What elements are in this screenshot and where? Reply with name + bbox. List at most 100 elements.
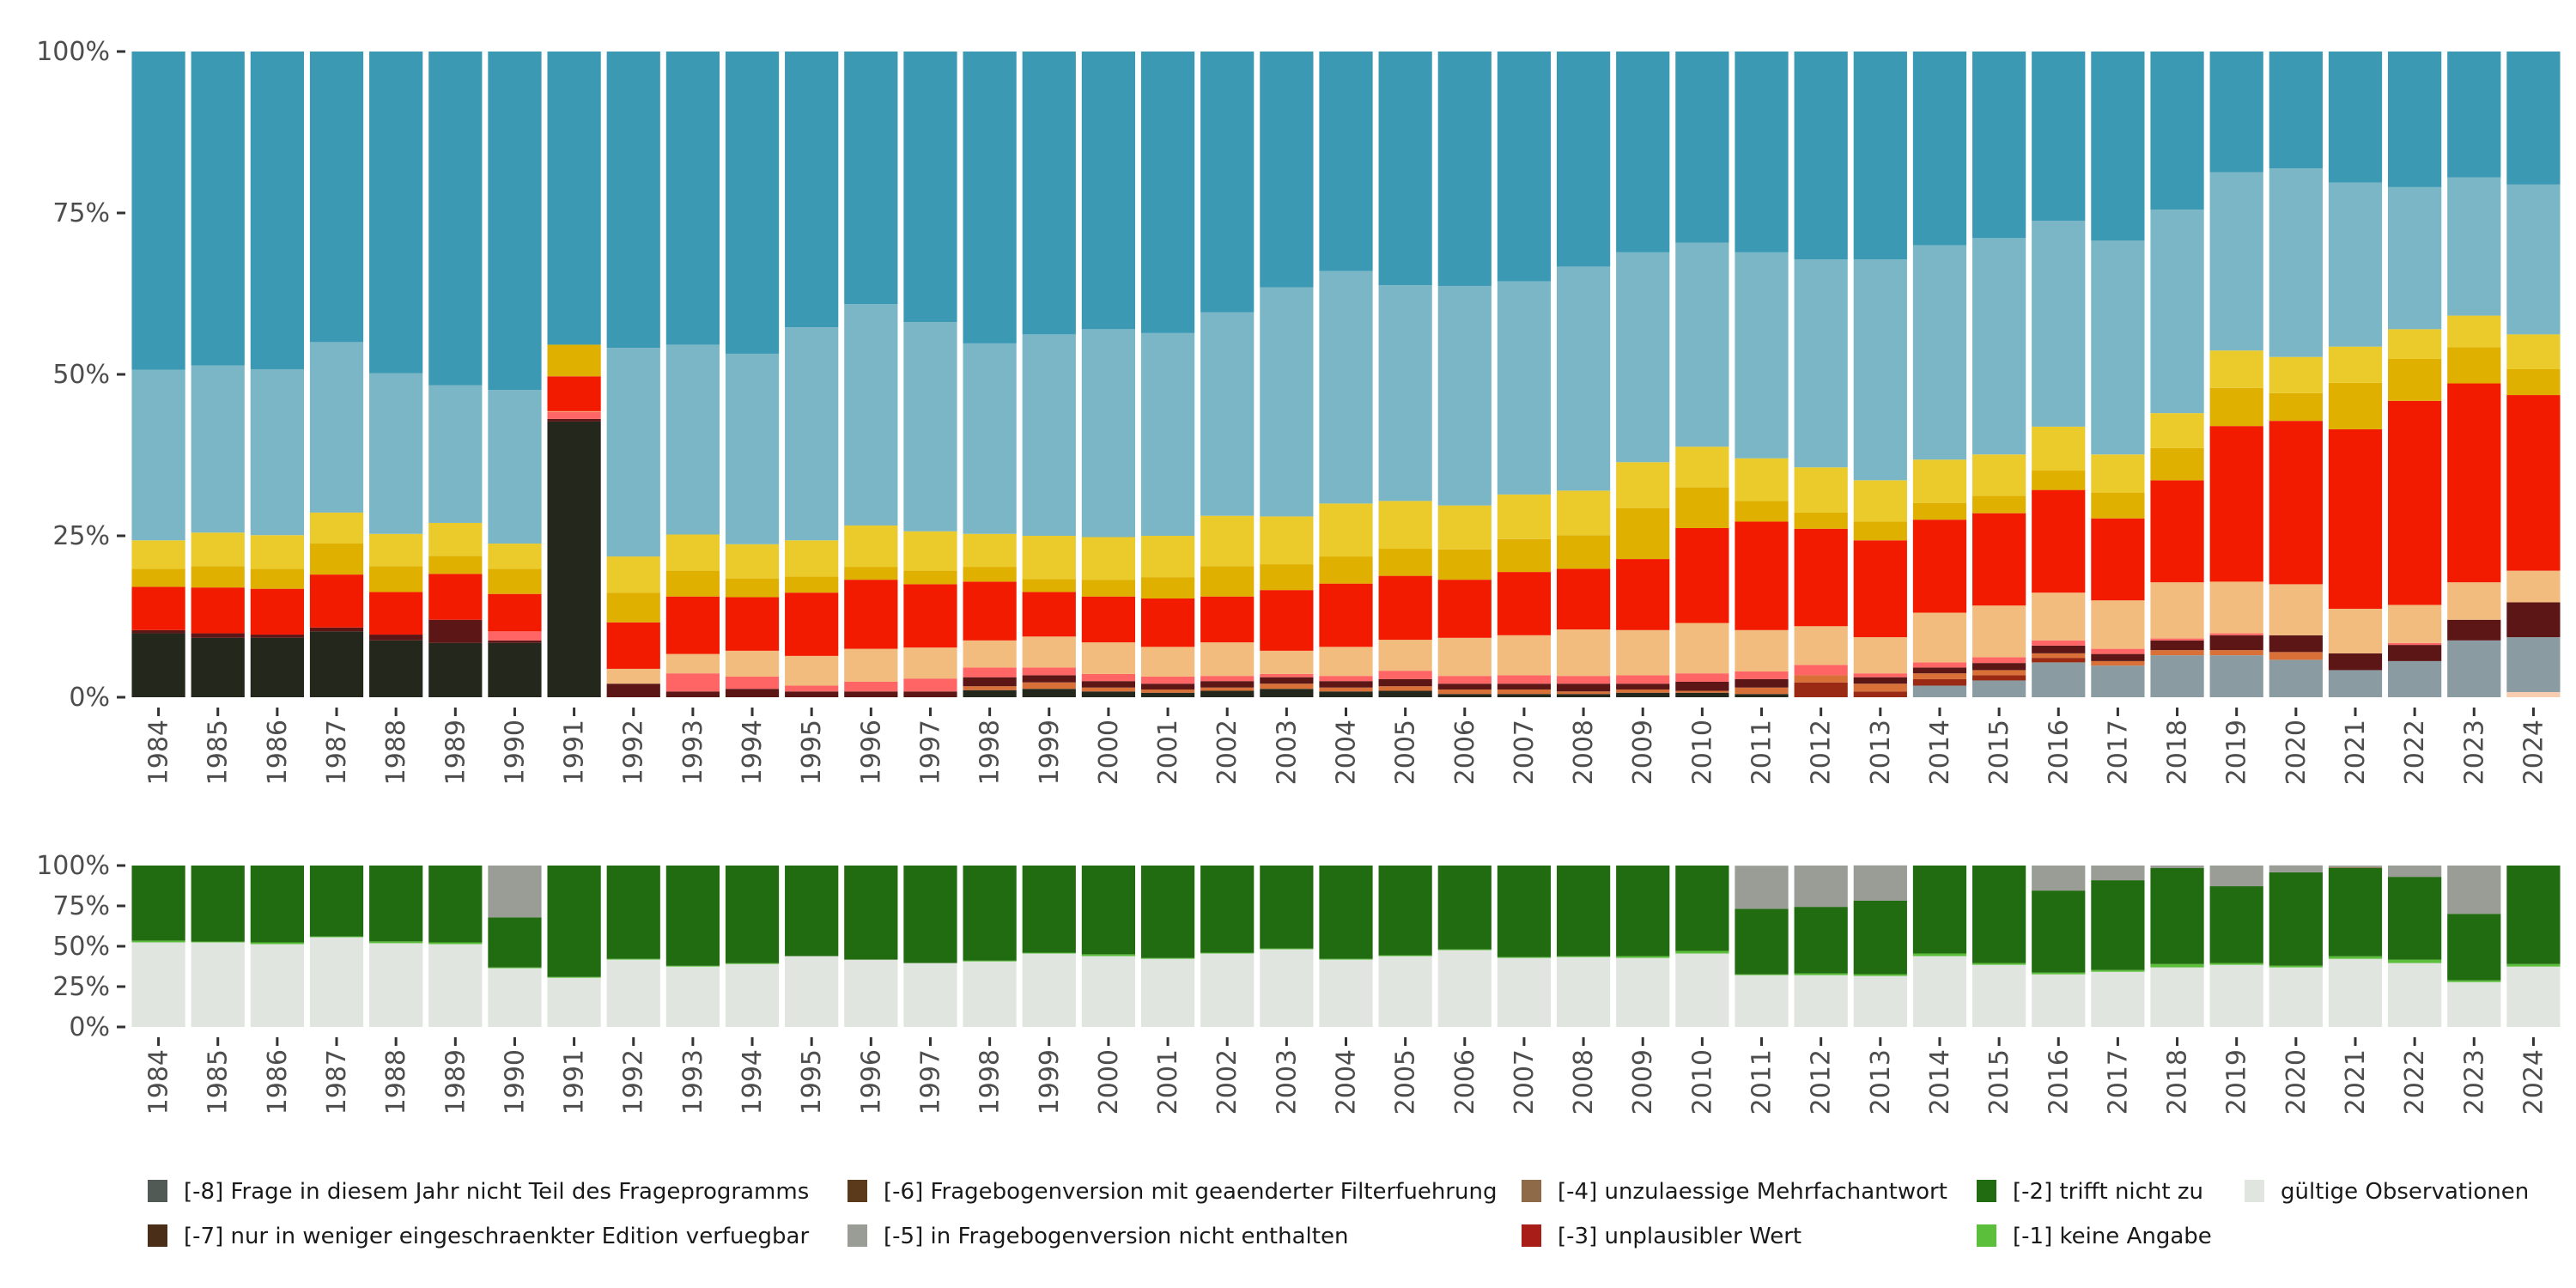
- bar-segment: [1971, 670, 2026, 676]
- bar-segment: [1081, 687, 1136, 692]
- x-tick-label: 1985: [204, 720, 234, 785]
- bar-segment: [963, 667, 1017, 677]
- bar-segment: [369, 373, 423, 534]
- legend-label: [-2] trifft nicht zu: [2013, 1179, 2203, 1205]
- x-tick-label: 2011: [1747, 1049, 1777, 1115]
- bar-segment: [2328, 182, 2383, 347]
- bar-segment: [1556, 691, 1611, 695]
- bar-segment: [547, 52, 601, 345]
- bar-segment: [2506, 866, 2561, 964]
- legend-label: [-4] unzulaessige Mehrfachantwort: [1558, 1179, 1947, 1205]
- bar-segment: [488, 390, 542, 544]
- bar-segment: [963, 960, 1017, 962]
- bar-segment: [2209, 963, 2263, 965]
- bar-segment: [1675, 242, 1729, 447]
- bar-segment: [1378, 671, 1432, 679]
- bar-segment: [1971, 513, 2026, 606]
- bar-segment: [1912, 502, 1967, 520]
- bar-segment: [2209, 650, 2263, 656]
- bar-segment: [309, 631, 364, 697]
- bar-segment: [1437, 580, 1492, 638]
- bar-1995: [785, 866, 839, 1027]
- bar-segment: [1971, 675, 2026, 681]
- x-tick-label: 2007: [1510, 720, 1540, 785]
- bar-segment: [725, 544, 780, 579]
- bar-1985: [191, 866, 245, 1027]
- bar-segment: [1140, 958, 1195, 1027]
- bar-segment: [1853, 677, 1907, 684]
- bar-segment: [1378, 575, 1432, 641]
- bar-segment: [606, 592, 660, 623]
- legend-label: [-8] Frage in diesem Jahr nicht Teil des…: [184, 1179, 809, 1205]
- bar-segment: [1912, 52, 1967, 246]
- bar-segment: [1081, 329, 1136, 538]
- bar-segment: [1497, 572, 1552, 635]
- bar-segment: [2150, 868, 2204, 964]
- x-tick-label: 2009: [1628, 1049, 1658, 1115]
- bar-segment: [1556, 676, 1611, 684]
- bar-1994: [725, 52, 780, 697]
- bar-2002: [1200, 866, 1255, 1027]
- bar-segment: [191, 566, 245, 588]
- bar-segment: [1319, 503, 1373, 557]
- bar-segment: [2209, 52, 2263, 173]
- bar-segment: [547, 418, 601, 422]
- bar-segment: [488, 631, 542, 641]
- bar-segment: [1260, 949, 1314, 1027]
- bar-segment: [1971, 963, 2026, 965]
- x-tick-label: 1999: [1035, 1049, 1065, 1115]
- x-tick-label: 1996: [856, 720, 886, 785]
- bar-segment: [1497, 281, 1552, 495]
- x-tick-label: 1998: [975, 1049, 1005, 1115]
- bar-segment: [2447, 347, 2501, 384]
- bar-segment: [1022, 636, 1076, 668]
- bar-segment: [1081, 642, 1136, 674]
- bar-segment: [1853, 974, 1907, 976]
- bar-segment: [1200, 596, 1255, 643]
- bar-segment: [1794, 675, 1848, 683]
- bar-segment: [1556, 568, 1611, 630]
- bar-segment: [547, 421, 601, 697]
- x-tick-label: 2001: [1153, 1049, 1183, 1115]
- bar-segment: [1497, 689, 1552, 695]
- bar-2001: [1140, 52, 1195, 697]
- legend-item: [-7] nur in weniger eingeschraenkter Edi…: [148, 1224, 809, 1249]
- bar-segment: [2269, 392, 2323, 422]
- bar-segment: [250, 637, 304, 697]
- bar-segment: [1022, 953, 1076, 1027]
- x-tick-label: 2021: [2341, 1049, 2371, 1115]
- bar-segment: [1616, 866, 1670, 957]
- bar-segment: [1200, 566, 1255, 597]
- bar-segment: [309, 574, 364, 628]
- bar-segment: [2032, 866, 2086, 891]
- bar-segment: [1675, 953, 1729, 1027]
- bar-segment: [428, 944, 483, 1027]
- y-tick-label: 25%: [52, 972, 110, 1002]
- bar-segment: [2506, 602, 2561, 638]
- bar-segment: [1853, 691, 1907, 697]
- bar-segment: [1675, 673, 1729, 682]
- y-tick-label: 100%: [36, 37, 110, 67]
- bar-segment: [2032, 972, 2086, 975]
- bar-segment: [1735, 458, 1789, 501]
- bar-segment: [1556, 490, 1611, 536]
- x-tick-label: 1993: [678, 720, 708, 785]
- bar-segment: [309, 937, 364, 1027]
- bar-segment: [131, 540, 185, 569]
- bar-segment: [2388, 645, 2442, 661]
- bar-segment: [1081, 673, 1136, 682]
- bar-2020: [2269, 52, 2323, 697]
- bar-segment: [1200, 866, 1255, 953]
- bar-2016: [2032, 52, 2086, 697]
- legend-swatch: [2245, 1180, 2264, 1202]
- bar-segment: [2506, 52, 2561, 185]
- bar-2007: [1497, 866, 1552, 1027]
- bar-segment: [428, 522, 483, 556]
- bar-1986: [250, 52, 304, 697]
- bar-segment: [2269, 584, 2323, 635]
- bar-segment: [131, 586, 185, 630]
- bar-segment: [1912, 245, 1967, 460]
- bar-segment: [1556, 52, 1611, 267]
- bar-segment: [1319, 676, 1373, 682]
- bar-segment: [2032, 471, 2086, 490]
